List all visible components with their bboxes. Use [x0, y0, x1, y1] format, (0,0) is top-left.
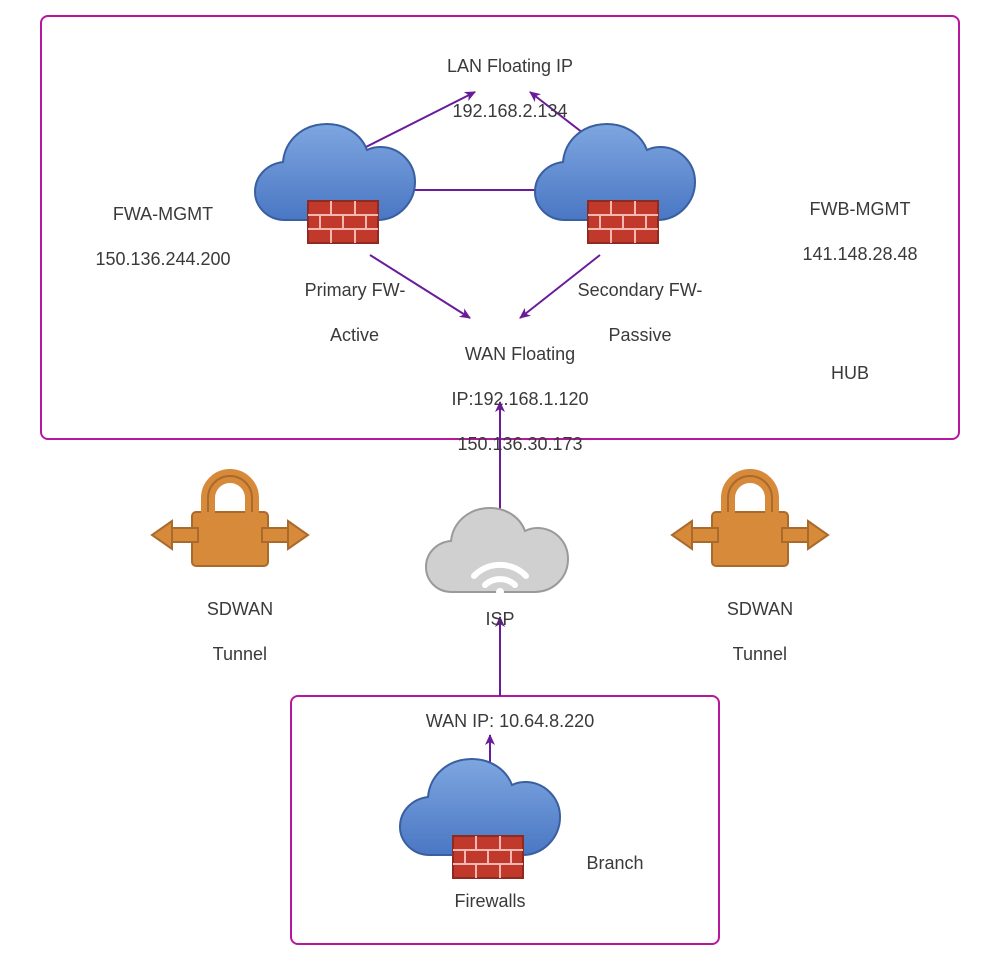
wan-floating-line1: WAN Floating: [465, 344, 575, 364]
lan-floating-line2: 192.168.2.134: [452, 101, 567, 121]
diagram-canvas: LAN Floating IP 192.168.2.134 FWA-MGMT 1…: [0, 0, 999, 961]
sdwan-left-line1: SDWAN: [207, 599, 273, 619]
secondary-fw-line2: Passive: [608, 325, 671, 345]
sdwan-right-icon: [672, 476, 828, 566]
hub-label: HUB: [820, 362, 880, 385]
lan-floating-label: LAN Floating IP 192.168.2.134: [400, 32, 600, 145]
sdwan-left-line2: Tunnel: [213, 644, 267, 664]
isp-icon: [426, 508, 568, 596]
secondary-fw-line1: Secondary FW-: [578, 280, 703, 300]
sdwan-right-line2: Tunnel: [733, 644, 787, 664]
fwb-mgmt-label: FWB-MGMT 141.148.28.48: [760, 175, 940, 288]
primary-fw-label: Primary FW- Active: [270, 256, 420, 369]
fwa-mgmt-line1: FWA-MGMT: [113, 204, 213, 224]
fwb-mgmt-line1: FWB-MGMT: [810, 199, 911, 219]
lan-floating-line1: LAN Floating IP: [447, 56, 573, 76]
fwa-mgmt-label: FWA-MGMT 150.136.244.200: [58, 180, 248, 293]
sdwan-left-label: SDWAN Tunnel: [180, 575, 280, 688]
fwa-mgmt-line2: 150.136.244.200: [95, 249, 230, 269]
sdwan-left-icon: [152, 476, 308, 566]
wan-floating-line2: IP:192.168.1.120: [451, 389, 588, 409]
isp-label: ISP: [480, 608, 520, 631]
wan-floating-label: WAN Floating IP:192.168.1.120 150.136.30…: [410, 320, 610, 478]
sdwan-right-line1: SDWAN: [727, 599, 793, 619]
wan-floating-line3: 150.136.30.173: [457, 434, 582, 454]
fwb-mgmt-line2: 141.148.28.48: [802, 244, 917, 264]
branch-label: Branch: [575, 852, 655, 875]
firewalls-label: Firewalls: [440, 890, 540, 913]
wan-ip-label: WAN IP: 10.64.8.220: [400, 710, 620, 733]
sdwan-right-label: SDWAN Tunnel: [700, 575, 800, 688]
primary-fw-line2: Active: [330, 325, 379, 345]
primary-fw-line1: Primary FW-: [305, 280, 406, 300]
